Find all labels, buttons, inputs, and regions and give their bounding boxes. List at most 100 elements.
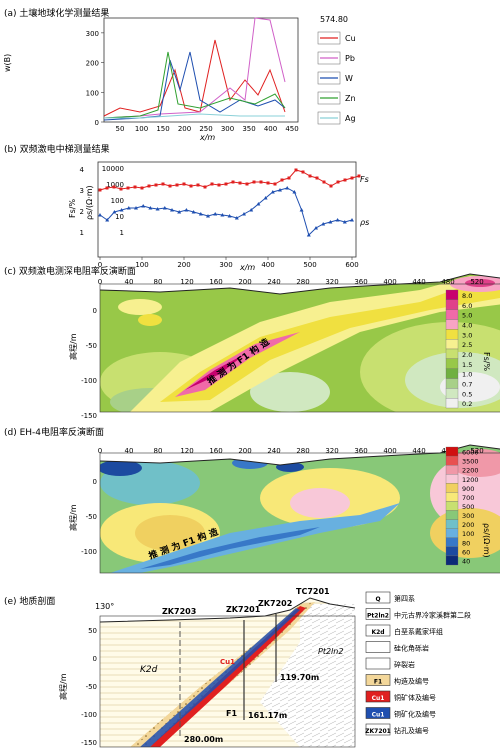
rho-point	[278, 188, 282, 192]
rho-point	[342, 220, 347, 224]
top-tick-label: 520	[470, 447, 483, 455]
x-tick-label: 100	[135, 261, 148, 269]
fs-point	[175, 183, 179, 187]
rho-tick-label: 1	[120, 229, 124, 237]
rho-point	[213, 212, 218, 216]
panel-d-section: (d) EH-4电阻率反演断面 高程/m 推 测 为 F1 构 造 0 40 80 1…	[4, 426, 500, 574]
colorbar-label: 3.0	[462, 331, 472, 339]
top-tick-label: 0	[98, 278, 102, 286]
x-tick-label: 200	[178, 125, 191, 133]
fs-point	[217, 183, 221, 187]
panel-d-title: (d) EH-4电阻率反演断面	[4, 426, 104, 438]
panel-a-x-ticks: 50 100 150 200 250 300 350 400 450	[116, 125, 299, 133]
panel-a-chart: (a) 土壤地球化学测量结果 w(B) x/m 574.80 0 100 200 30…	[3, 7, 356, 142]
top-tick-label: 440	[412, 278, 425, 286]
top-tick-label: 240	[267, 447, 280, 455]
x-tick-label: 450	[285, 125, 298, 133]
panel-b-title: (b) 双频激电中梯测量结果	[4, 143, 110, 155]
fs-point	[308, 174, 312, 178]
y-tick-label: -50	[86, 342, 97, 350]
panel-d-frame	[99, 452, 500, 574]
x-tick-label: 0	[98, 261, 102, 269]
series-w-line	[103, 51, 286, 121]
legend-label: W	[345, 74, 353, 83]
top-tick-label: 480	[441, 278, 454, 286]
fs-tick-label: 4	[80, 166, 85, 174]
label-zk7203: ZK7203	[162, 607, 196, 616]
colorbar-label: 700	[462, 494, 474, 502]
panel-c-colorbar-label: Fs/%	[482, 352, 491, 371]
rho-point	[206, 214, 210, 218]
fs-point	[126, 186, 130, 190]
colorbar-swatch	[445, 510, 459, 520]
colorbar-label: 200	[462, 521, 474, 529]
fs-tick-label: 3	[80, 187, 84, 195]
fs-point	[336, 180, 340, 184]
legend-label: 第四系	[394, 594, 415, 603]
legend-label: 碎裂岩	[394, 660, 415, 669]
colorbar-swatch	[445, 483, 459, 493]
panel-c-title: (c) 双频激电测深电阻率反演断面	[4, 265, 136, 277]
fs-point	[133, 185, 137, 189]
series-zn-line	[103, 51, 286, 119]
legend-label: 钻孔及编号	[394, 726, 429, 735]
rho-point	[162, 206, 167, 210]
x-tick-label: 100	[135, 125, 148, 133]
fs-point	[147, 184, 151, 188]
legend-swatch	[365, 608, 391, 620]
legend-symbol: Pt2ln2	[367, 613, 389, 620]
top-tick-label: 320	[325, 447, 338, 455]
panel-c-y-ticks: 0 -50 -100 -150	[81, 307, 97, 420]
colorbar-swatch	[445, 398, 459, 409]
panel-c-top-ticks: 0408012016020024028032036040044048052056…	[98, 278, 500, 286]
depth-zk7203: 280.00m	[184, 735, 223, 744]
panel-c-frame	[99, 283, 500, 413]
series-cu-line	[103, 39, 286, 117]
x-tick-label: 300	[221, 125, 234, 133]
colorbar-swatch	[445, 455, 459, 466]
panel-b-ylabel-rho: ρs/(Ω·m)	[85, 185, 94, 220]
colorbar-swatch	[445, 555, 459, 566]
rho-point	[270, 190, 275, 194]
legend-swatch	[365, 707, 391, 719]
top-tick-label: 200	[238, 278, 251, 286]
fs-point	[224, 182, 228, 186]
legend-label: Ag	[345, 114, 356, 123]
pt2-unit	[260, 604, 355, 747]
panel-a-title: (a) 土壤地球化学测量结果	[4, 7, 109, 19]
colorbar-label: 4.0	[462, 321, 472, 329]
fs-point	[161, 182, 165, 186]
fs-point	[252, 180, 256, 184]
colorbar-label: 1.5	[462, 361, 472, 369]
fs-point	[168, 184, 172, 188]
fs-point	[119, 187, 123, 191]
colorbar-swatch	[445, 378, 459, 389]
rho-point	[321, 222, 326, 226]
y-tick-label: -50	[86, 513, 97, 521]
fs-point	[112, 185, 116, 189]
rho-tick-label: 1000	[106, 181, 124, 189]
colorbar-swatch	[445, 309, 459, 320]
legend-label: 构造及编号	[394, 677, 429, 686]
x-tick-label: 50	[116, 125, 125, 133]
fs-point	[329, 184, 333, 188]
legend-swatch	[365, 624, 391, 637]
legend-swatch	[317, 31, 341, 45]
colorbar-swatch	[445, 319, 459, 330]
colorbar-label: 100	[462, 530, 474, 538]
rho-point	[314, 226, 318, 230]
legend-symbol: Q	[375, 596, 380, 603]
legend-symbol: Cu1	[372, 712, 385, 719]
colorbar-label: 2.5	[462, 341, 472, 349]
rho-point	[191, 210, 196, 214]
fs-point	[273, 182, 277, 186]
fs-point	[182, 182, 186, 186]
rho-point	[350, 218, 354, 222]
legend-swatch	[365, 723, 391, 736]
colorbar-swatch	[445, 501, 459, 511]
legend-swatch	[317, 111, 341, 125]
rho-point	[148, 206, 153, 210]
rho-point	[263, 196, 268, 200]
legend-label: Cu	[345, 34, 356, 43]
